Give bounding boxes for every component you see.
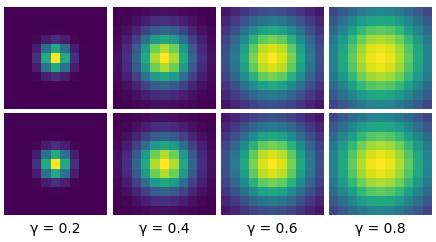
Text: γ = 0.4: γ = 0.4 — [139, 222, 189, 236]
Text: γ = 0.8: γ = 0.8 — [355, 222, 406, 236]
Text: γ = 0.6: γ = 0.6 — [247, 222, 297, 236]
Text: γ = 0.2: γ = 0.2 — [30, 222, 81, 236]
